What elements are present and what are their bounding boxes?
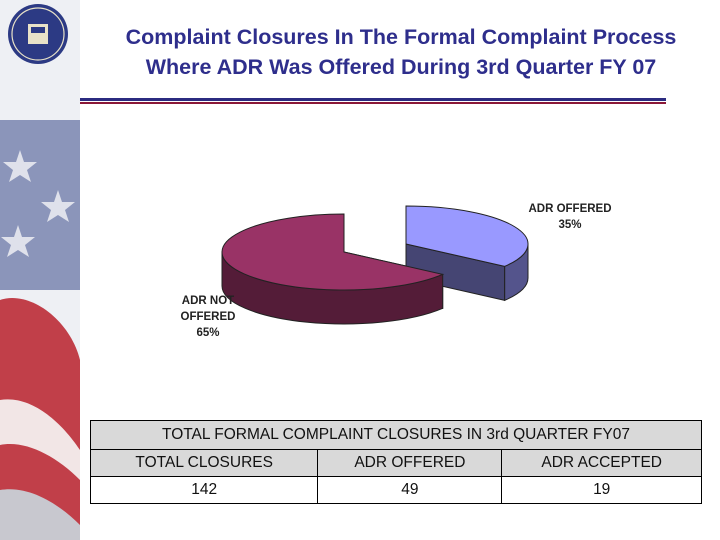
- table-caption: TOTAL FORMAL COMPLAINT CLOSURES IN 3rd Q…: [90, 420, 702, 450]
- pie-chart: ADR OFFERED 35% ADR NOT OFFERED 65%: [181, 203, 612, 339]
- title-line-2: Where ADR Was Offered During 3rd Quarter…: [145, 55, 657, 79]
- value-adr-offered: 49: [317, 476, 503, 504]
- flag-background: [0, 0, 80, 540]
- flag-art: [0, 0, 80, 540]
- pie-slice-adr-not-offered: [221, 213, 445, 291]
- header-adr-accepted: ADR ACCEPTED: [501, 449, 702, 477]
- header-total-closures: TOTAL CLOSURES: [89, 449, 319, 477]
- title-line-1: Complaint Closures In The Formal Complai…: [125, 25, 677, 49]
- closures-table: TOTAL FORMAL COMPLAINT CLOSURES IN 3rd Q…: [89, 420, 702, 504]
- title-divider: [80, 98, 666, 101]
- header-adr-offered: ADR OFFERED: [317, 449, 503, 477]
- pie-slice-adr-offered: [405, 205, 529, 267]
- pie-label-adr-not-offered: ADR NOT OFFERED 65%: [181, 295, 236, 339]
- title-divider-accent: [80, 102, 666, 104]
- pie-label-adr-offered: ADR OFFERED 35%: [528, 203, 611, 231]
- page-title: Complaint Closures In The Formal Complai…: [82, 22, 720, 82]
- value-total-closures: 142: [89, 476, 319, 504]
- value-adr-accepted: 19: [501, 476, 702, 504]
- pie-tops: [221, 205, 529, 291]
